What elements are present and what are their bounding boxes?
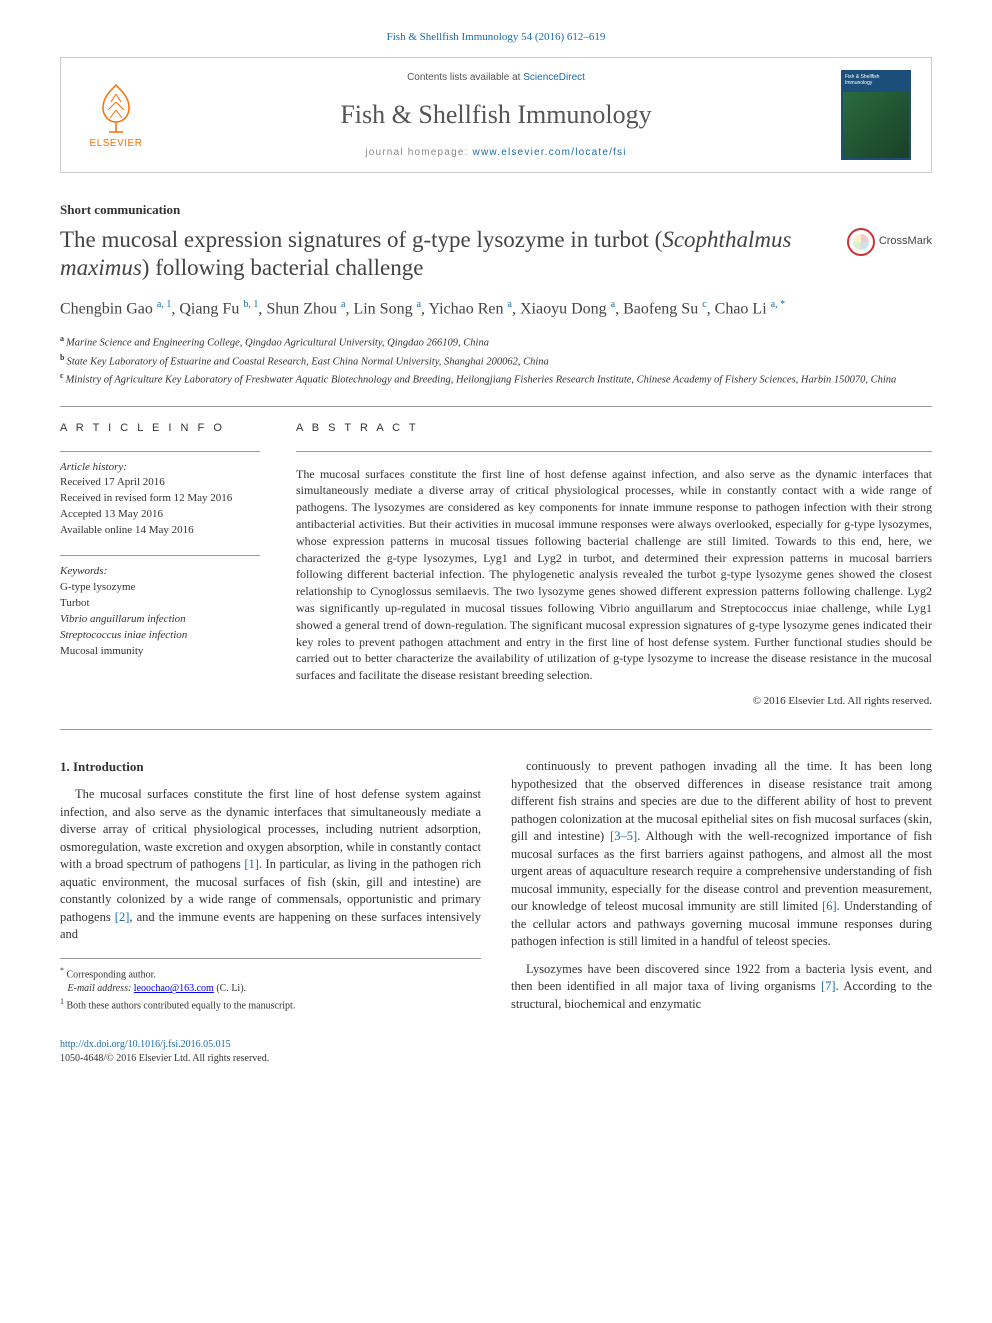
authors-list: Chengbin Gao a, 1, Qiang Fu b, 1, Shun Z… [60, 297, 932, 321]
keyword-item: Vibrio anguillarum infection [60, 612, 260, 628]
divider [60, 406, 932, 407]
issn-copyright: 1050-4648/© 2016 Elsevier Ltd. All right… [60, 1053, 269, 1064]
sciencedirect-link[interactable]: ScienceDirect [523, 72, 585, 83]
keywords-block: Keywords: G-type lysozyme Turbot Vibrio … [60, 555, 260, 660]
corresponding-author-note: * Corresponding author. [60, 965, 481, 982]
cover-title: Fish & Shellfish Immunology [841, 70, 911, 90]
article-body: 1. Introduction The mucosal surfaces con… [60, 758, 932, 1018]
elsevier-brand-text: ELSEVIER [90, 137, 143, 151]
journal-name: Fish & Shellfish Immunology [171, 97, 821, 133]
keyword-item: Mucosal immunity [60, 644, 260, 660]
keyword-item: Turbot [60, 596, 260, 612]
article-history-block: Article history: Received 17 April 2016 … [60, 451, 260, 540]
doi-block: http://dx.doi.org/10.1016/j.fsi.2016.05.… [60, 1038, 932, 1066]
article-title: The mucosal expression signatures of g-t… [60, 226, 831, 284]
history-revised: Received in revised form 12 May 2016 [60, 491, 260, 507]
contents-available-line: Contents lists available at ScienceDirec… [171, 71, 821, 85]
cover-image-icon [843, 92, 909, 158]
body-paragraph: The mucosal surfaces constitute the firs… [60, 786, 481, 944]
title-pre: The mucosal expression signatures of g-t… [60, 227, 662, 252]
page-citation: Fish & Shellfish Immunology 54 (2016) 61… [60, 30, 932, 45]
crossmark-badge[interactable]: CrossMark [847, 228, 932, 256]
abstract-copyright: © 2016 Elsevier Ltd. All rights reserved… [296, 694, 932, 709]
keyword-item: G-type lysozyme [60, 580, 260, 596]
history-online: Available online 14 May 2016 [60, 523, 260, 539]
affiliations: aMarine Science and Engineering College,… [60, 333, 932, 388]
article-info-heading: A R T I C L E I N F O [60, 421, 260, 436]
body-paragraph: continuously to prevent pathogen invadin… [511, 758, 932, 951]
journal-masthead: ELSEVIER Contents lists available at Sci… [60, 57, 932, 173]
article-type: Short communication [60, 201, 932, 219]
email-note: E-mail address: leoochao@163.com (C. Li)… [60, 982, 481, 996]
crossmark-icon [847, 228, 875, 256]
divider [296, 451, 932, 452]
article-info-column: A R T I C L E I N F O Article history: R… [60, 421, 260, 709]
corresponding-email-link[interactable]: leoochao@163.com [134, 983, 214, 994]
elsevier-tree-icon [91, 80, 141, 135]
keywords-label: Keywords: [60, 564, 260, 580]
history-accepted: Accepted 13 May 2016 [60, 507, 260, 523]
abstract-text: The mucosal surfaces constitute the firs… [296, 466, 932, 684]
history-label: Article history: [60, 460, 260, 476]
equal-contribution-note: 1 Both these authors contributed equally… [60, 996, 481, 1013]
affiliation-c: cMinistry of Agriculture Key Laboratory … [60, 370, 932, 388]
abstract-heading: A B S T R A C T [296, 421, 932, 436]
crossmark-label: CrossMark [879, 234, 932, 249]
body-paragraph: Lysozymes have been discovered since 192… [511, 961, 932, 1014]
keyword-item: Streptococcus iniae infection [60, 628, 260, 644]
masthead-center: Contents lists available at ScienceDirec… [171, 71, 821, 159]
doi-link[interactable]: http://dx.doi.org/10.1016/j.fsi.2016.05.… [60, 1039, 231, 1050]
title-post: ) following bacterial challenge [142, 255, 424, 280]
affiliation-a: aMarine Science and Engineering College,… [60, 333, 932, 351]
journal-homepage-line: journal homepage: www.elsevier.com/locat… [171, 146, 821, 160]
elsevier-logo: ELSEVIER [81, 75, 151, 155]
section-heading: 1. Introduction [60, 758, 481, 776]
divider [60, 729, 932, 730]
footnotes-block: * Corresponding author. E-mail address: … [60, 958, 481, 1014]
homepage-prefix: journal homepage: [365, 147, 472, 158]
abstract-column: A B S T R A C T The mucosal surfaces con… [296, 421, 932, 709]
journal-cover-thumbnail: Fish & Shellfish Immunology [841, 70, 911, 160]
affiliation-b: bState Key Laboratory of Estuarine and C… [60, 352, 932, 370]
contents-prefix: Contents lists available at [407, 72, 523, 83]
journal-homepage-link[interactable]: www.elsevier.com/locate/fsi [473, 147, 627, 158]
history-received: Received 17 April 2016 [60, 475, 260, 491]
